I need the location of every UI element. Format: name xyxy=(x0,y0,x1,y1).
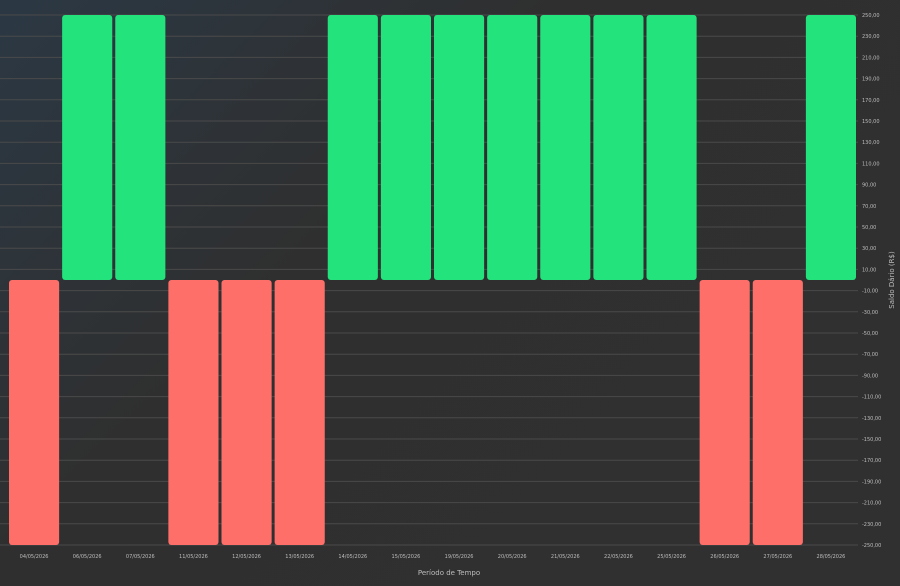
bar[interactable] xyxy=(168,280,219,545)
y-tick-label: 90,00 xyxy=(862,183,876,189)
bar[interactable] xyxy=(327,15,378,280)
y-tick-label: -170,00 xyxy=(862,458,881,464)
y-tick-label: 70,00 xyxy=(862,204,876,210)
bar[interactable] xyxy=(434,15,485,280)
y-axis-title: Saldo Dário (R$) xyxy=(888,251,896,309)
x-tick-label: 28/05/2026 xyxy=(817,554,846,560)
bar[interactable] xyxy=(274,280,325,545)
y-tick-label: -110,00 xyxy=(862,395,881,401)
y-tick-label: 150,00 xyxy=(862,119,880,125)
y-tick-label: -30,00 xyxy=(862,310,878,316)
bar[interactable] xyxy=(699,280,750,545)
y-tick-label: 230,00 xyxy=(862,34,880,40)
y-tick-label: 170,00 xyxy=(862,98,880,104)
y-tick-label: -50,00 xyxy=(862,331,878,337)
y-tick-label: 10,00 xyxy=(862,267,876,273)
y-tick-label: -90,00 xyxy=(862,373,878,379)
y-tick-label: -230,00 xyxy=(862,522,881,528)
bar[interactable] xyxy=(752,280,803,545)
y-tick-label: -10,00 xyxy=(862,289,878,295)
x-tick-label: 04/05/2026 xyxy=(20,554,49,560)
y-tick-label: -130,00 xyxy=(862,416,881,422)
x-axis-ticks: 04/05/2026 06/05/2026 07/05/2026 11/05/2026… xyxy=(20,554,846,560)
bar[interactable] xyxy=(221,280,272,545)
x-tick-label: 26/05/2026 xyxy=(710,554,739,560)
x-axis-title: Período de Tempo xyxy=(418,569,480,577)
y-tick-label: 210,00 xyxy=(862,55,880,61)
x-tick-label: 19/05/2026 xyxy=(445,554,474,560)
bar[interactable] xyxy=(62,15,113,280)
y-tick-label: 250,00 xyxy=(862,13,880,19)
x-tick-label: 06/05/2026 xyxy=(73,554,102,560)
x-tick-label: 22/05/2026 xyxy=(604,554,633,560)
x-tick-label: 14/05/2026 xyxy=(338,554,367,560)
bar[interactable] xyxy=(380,15,431,280)
x-tick-label: 13/05/2026 xyxy=(285,554,314,560)
bar[interactable] xyxy=(593,15,644,280)
bar[interactable] xyxy=(9,280,60,545)
bar[interactable] xyxy=(646,15,697,280)
x-tick-label: 27/05/2026 xyxy=(763,554,792,560)
x-tick-label: 21/05/2026 xyxy=(551,554,580,560)
bar[interactable] xyxy=(540,15,591,280)
bars xyxy=(9,15,856,545)
x-tick-label: 15/05/2026 xyxy=(392,554,421,560)
x-tick-label: 12/05/2026 xyxy=(232,554,261,560)
x-tick-label: 25/05/2026 xyxy=(657,554,686,560)
y-tick-label: -210,00 xyxy=(862,501,881,507)
bar[interactable] xyxy=(487,15,538,280)
y-tick-label: 130,00 xyxy=(862,140,880,146)
y-tick-label: 110,00 xyxy=(862,161,880,167)
y-tick-label: -190,00 xyxy=(862,479,881,485)
y-tick-label: -150,00 xyxy=(862,437,881,443)
y-axis-ticks: 250,00 230,00 210,00 190,00 170,00 150,00 130,… xyxy=(862,13,881,549)
y-tick-label: -250,00 xyxy=(862,543,881,549)
y-tick-label: 190,00 xyxy=(862,77,880,83)
y-tick-label: 50,00 xyxy=(862,225,876,231)
x-tick-label: 07/05/2026 xyxy=(126,554,155,560)
y-tick-label: 30,00 xyxy=(862,246,876,252)
y-tick-label: -70,00 xyxy=(862,352,878,358)
x-tick-label: 11/05/2026 xyxy=(179,554,208,560)
x-tick-label: 20/05/2026 xyxy=(498,554,527,560)
bar[interactable] xyxy=(115,15,166,280)
bar[interactable] xyxy=(805,15,856,280)
